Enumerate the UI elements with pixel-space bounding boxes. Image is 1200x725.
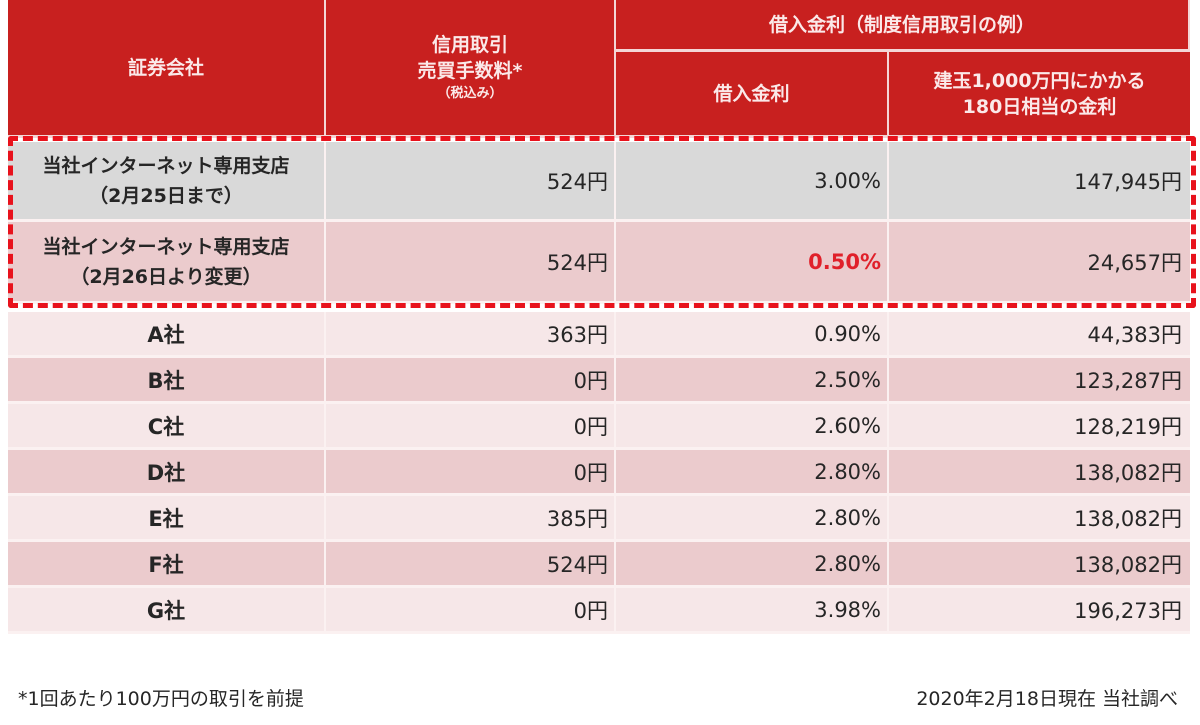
company-name: A社 <box>8 312 326 358</box>
header-interest-group-title: 借入金利（制度信用取引の例） <box>616 0 1190 52</box>
header-interest-rate: 借入金利 <box>616 52 889 138</box>
rate-cell: 2.80% <box>616 496 889 542</box>
table-row: D社 0円 2.80% 138,082円 <box>8 450 1190 496</box>
header-fee-line2: 売買手数料* <box>417 59 523 82</box>
fee-cell: 0円 <box>326 450 616 496</box>
cost-cell: 196,273円 <box>889 588 1190 634</box>
header-fee: 信用取引 売買手数料* （税込み） <box>326 0 616 138</box>
cost-cell: 128,219円 <box>889 404 1190 450</box>
table-row: A社 363円 0.90% 44,383円 <box>8 312 1190 358</box>
company-name: 当社インターネット専用支店 （2月26日より変更） <box>8 222 326 304</box>
fee-cell: 0円 <box>326 404 616 450</box>
rate-cell: 2.80% <box>616 450 889 496</box>
fee-cell: 363円 <box>326 312 616 358</box>
table-row: F社 524円 2.80% 138,082円 <box>8 542 1190 588</box>
company-name: F社 <box>8 542 326 588</box>
fee-cell: 385円 <box>326 496 616 542</box>
header-interest-group-label: 借入金利（制度信用取引の例） <box>768 13 1035 36</box>
header-interest-cost: 建玉1,000万円にかかる 180日相当の金利 <box>889 52 1190 138</box>
fee-cell: 524円 <box>326 542 616 588</box>
table-row: C社 0円 2.60% 128,219円 <box>8 404 1190 450</box>
company-name: 当社インターネット専用支店 （2月25日まで） <box>8 142 326 222</box>
company-name-line2: （2月25日まで） <box>89 184 243 207</box>
cost-cell: 138,082円 <box>889 450 1190 496</box>
comparison-table: 証券会社 信用取引 売買手数料* （税込み） 借入金利（制度信用取引の例） 借入… <box>8 0 1196 634</box>
fee-cell: 524円 <box>326 142 616 222</box>
company-name: D社 <box>8 450 326 496</box>
cost-cell: 138,082円 <box>889 496 1190 542</box>
table-row-new: 当社インターネット専用支店 （2月26日より変更） 524円 0.50% 24,… <box>8 222 1190 304</box>
header-interest-group: 借入金利（制度信用取引の例） 借入金利 建玉1,000万円にかかる 180日相当… <box>616 0 1190 138</box>
rate-cell-highlighted: 0.50% <box>616 222 889 304</box>
rate-cell: 3.98% <box>616 588 889 634</box>
table-row: B社 0円 2.50% 123,287円 <box>8 358 1190 404</box>
header-company-label: 証券会社 <box>127 56 204 79</box>
header-interest-cost-line2: 180日相当の金利 <box>962 95 1117 118</box>
table-row: E社 385円 2.80% 138,082円 <box>8 496 1190 542</box>
company-name: E社 <box>8 496 326 542</box>
cost-cell: 138,082円 <box>889 542 1190 588</box>
header-interest-cost-line1: 建玉1,000万円にかかる <box>933 69 1146 92</box>
cost-cell: 24,657円 <box>889 222 1190 304</box>
company-name-line1: 当社インターネット専用支店 <box>42 235 290 258</box>
fee-cell: 0円 <box>326 358 616 404</box>
header-company: 証券会社 <box>8 0 326 138</box>
table-header: 証券会社 信用取引 売買手数料* （税込み） 借入金利（制度信用取引の例） 借入… <box>8 0 1190 138</box>
source-note: 2020年2月18日現在 当社調べ <box>916 688 1178 710</box>
cost-cell: 147,945円 <box>889 142 1190 222</box>
rate-cell: 2.50% <box>616 358 889 404</box>
company-name: B社 <box>8 358 326 404</box>
rate-cell: 2.60% <box>616 404 889 450</box>
fee-cell: 0円 <box>326 588 616 634</box>
cost-cell: 44,383円 <box>889 312 1190 358</box>
table-row-current: 当社インターネット専用支店 （2月25日まで） 524円 3.00% 147,9… <box>8 142 1190 222</box>
company-name-line2: （2月26日より変更） <box>70 265 262 288</box>
header-interest-rate-label: 借入金利 <box>713 82 790 105</box>
rate-cell: 0.90% <box>616 312 889 358</box>
rate-cell: 3.00% <box>616 142 889 222</box>
header-fee-note: （税込み） <box>437 85 503 101</box>
company-name: C社 <box>8 404 326 450</box>
rate-cell: 2.80% <box>616 542 889 588</box>
fee-cell: 524円 <box>326 222 616 304</box>
header-fee-line1: 信用取引 <box>431 33 508 56</box>
table-row: G社 0円 3.98% 196,273円 <box>8 588 1190 634</box>
company-name-line1: 当社インターネット専用支店 <box>42 154 290 177</box>
cost-cell: 123,287円 <box>889 358 1190 404</box>
footnote: *1回あたり100万円の取引を前提 <box>18 688 304 710</box>
company-name: G社 <box>8 588 326 634</box>
